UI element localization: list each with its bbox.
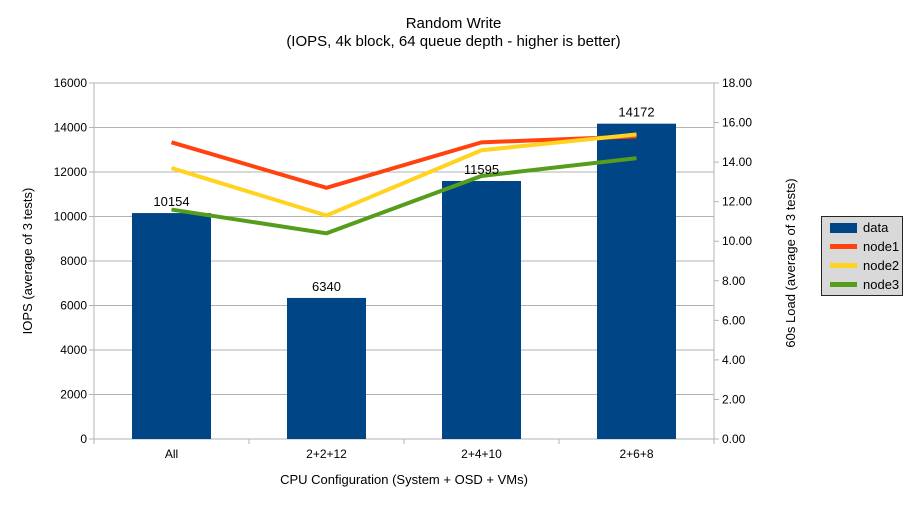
y-axis-right-tick-label: 8.00 — [722, 274, 746, 288]
legend-node2-swatch — [830, 263, 857, 268]
bar-value-label: 14172 — [618, 105, 654, 120]
line-node2 — [170, 132, 637, 218]
y-axis-right-title: 60s Load (average of 3 tests) — [783, 178, 798, 348]
legend-label: node3 — [863, 277, 900, 292]
y-axis-right-tick-label: 10.00 — [722, 234, 752, 248]
bar-value-label: 11595 — [464, 162, 499, 177]
y-axis-right-tick-label: 14.00 — [722, 155, 752, 169]
y-axis-left-tick-label: 12000 — [54, 165, 88, 179]
x-axis-category-label: 2+4+10 — [461, 447, 502, 461]
legend-item-node2: node2 — [830, 256, 902, 275]
x-axis-category-label: 2+6+8 — [619, 447, 653, 461]
y-axis-left-tick-label: 6000 — [60, 299, 87, 313]
x-axis-category-label: 2+2+12 — [306, 447, 347, 461]
bar-2+2+12 — [287, 297, 366, 439]
chart-title-line2: (IOPS, 4k block, 64 queue depth - higher… — [286, 33, 621, 50]
legend-label: node2 — [863, 258, 900, 273]
y-axis-right-tick-label: 0.00 — [722, 432, 746, 446]
legend-node3-swatch — [830, 282, 857, 287]
legend-item-node3: node3 — [830, 275, 902, 294]
y-axis-left-tick-label: 14000 — [54, 121, 88, 135]
y-axis-left-tick-label: 2000 — [60, 388, 87, 402]
x-axis-category-label: All — [165, 447, 178, 461]
line-node3 — [171, 156, 637, 236]
y-axis-left-tick-label: 0 — [80, 432, 87, 446]
legend-data-swatch — [830, 222, 857, 233]
legend-item-data: data — [830, 218, 902, 237]
y-axis-right-tick-label: 2.00 — [722, 392, 746, 406]
legend-item-node1: node1 — [830, 237, 902, 256]
y-axis-left-title: IOPS (average of 3 tests) — [20, 187, 35, 335]
y-axis-left-tick-label: 16000 — [54, 76, 88, 90]
y-axis-right-tick-label: 18.00 — [722, 76, 752, 90]
y-axis-right-tick-label: 16.00 — [722, 116, 752, 130]
y-axis-left-tick-label: 10000 — [54, 210, 88, 224]
y-axis-left-tick-label: 4000 — [60, 343, 87, 357]
legend-node1-swatch — [830, 244, 857, 249]
y-axis-right-tick-label: 12.00 — [722, 195, 752, 209]
chart-title: Random Write (IOPS, 4k block, 64 queue d… — [0, 15, 907, 51]
legend-label: node1 — [863, 239, 900, 254]
y-axis-left-tick-label: 8000 — [60, 254, 87, 268]
y-axis-right-tick-label: 6.00 — [722, 313, 746, 327]
y-axis-right-tick-label: 4.00 — [722, 353, 746, 367]
bar-All — [132, 213, 211, 439]
bar-2+4+10 — [442, 181, 521, 440]
bar-value-label: 10154 — [153, 194, 189, 209]
line-node1 — [170, 134, 637, 190]
x-axis-title: CPU Configuration (System + OSD + VMs) — [280, 472, 528, 487]
chart-title-line1: Random Write — [405, 15, 502, 32]
bar-2+6+8 — [597, 123, 676, 439]
bar-value-label: 6340 — [312, 279, 341, 294]
legend: data node1 node2 node3 — [821, 216, 903, 296]
legend-label: data — [863, 220, 889, 235]
